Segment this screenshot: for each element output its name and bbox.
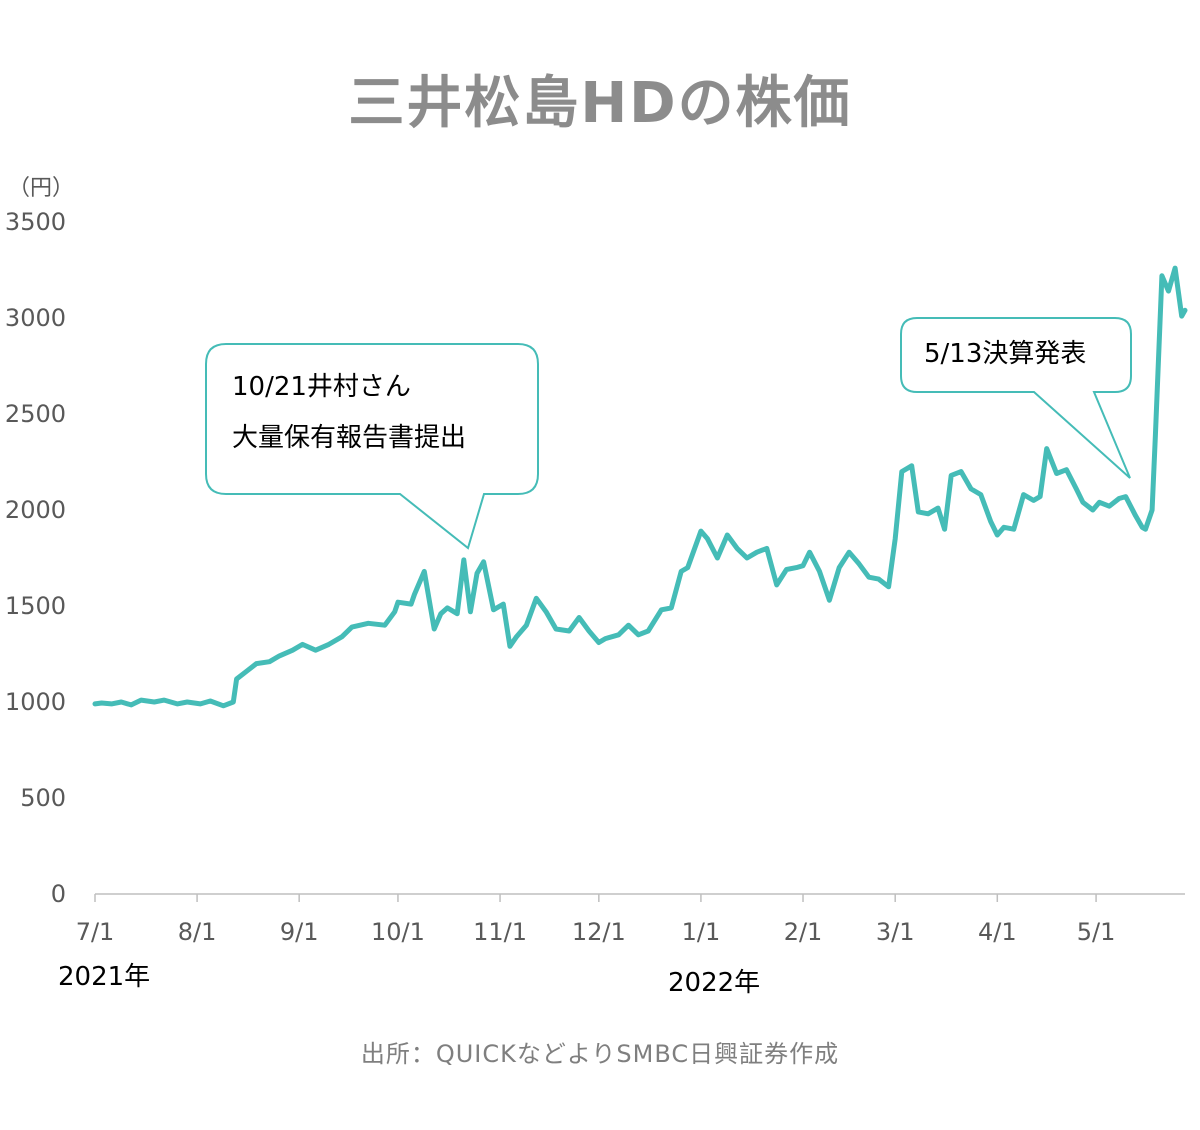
x-tick-label: 1/1 xyxy=(682,918,721,946)
callout-bubble xyxy=(205,343,539,550)
y-tick-label: 3000 xyxy=(5,304,66,332)
y-axis-unit-label: （円） xyxy=(8,176,75,201)
y-tick-label: 1000 xyxy=(5,688,66,716)
y-tick-label: 0 xyxy=(51,880,66,908)
x-tick-label: 7/1 xyxy=(76,918,115,946)
x-tick-label: 11/1 xyxy=(473,918,527,946)
x-tick-label: 4/1 xyxy=(978,918,1017,946)
y-tick-label: 1500 xyxy=(5,592,66,620)
y-tick-label: 2500 xyxy=(5,400,66,428)
x-tick-label: 9/1 xyxy=(280,918,319,946)
x-tick-label: 3/1 xyxy=(876,918,915,946)
callout-text: 大量保有報告書提出 xyxy=(232,423,466,453)
x-tick-label: 2/1 xyxy=(784,918,823,946)
callout-text: 5/13決算発表 xyxy=(924,339,1086,369)
chart-title: 三井松島HDの株価 xyxy=(348,71,852,136)
y-tick-label: 500 xyxy=(20,784,66,812)
x-tick-label: 8/1 xyxy=(178,918,217,946)
x-tick-label: 5/1 xyxy=(1077,918,1116,946)
year-label-2021: 2021年 xyxy=(58,962,151,992)
y-tick-label: 3500 xyxy=(5,208,66,236)
x-tick-label: 12/1 xyxy=(572,918,626,946)
y-tick-label: 2000 xyxy=(5,496,66,524)
year-label-2022: 2022年 xyxy=(668,968,761,998)
x-tick-label: 10/1 xyxy=(371,918,425,946)
source-note: 出所：QUICKなどよりSMBC日興証券作成 xyxy=(360,1040,840,1068)
price-line xyxy=(92,265,1188,709)
callout-text: 10/21井村さん xyxy=(232,372,411,402)
callout-bubble xyxy=(900,317,1132,479)
